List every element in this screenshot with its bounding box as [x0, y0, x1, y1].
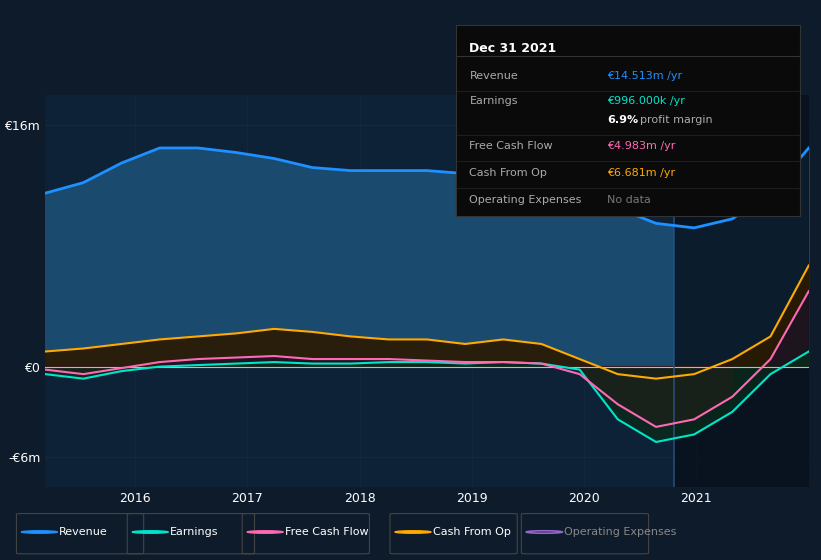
Circle shape: [132, 531, 168, 533]
Text: Revenue: Revenue: [470, 71, 518, 81]
Text: Revenue: Revenue: [59, 527, 108, 537]
Text: Free Cash Flow: Free Cash Flow: [285, 527, 369, 537]
Text: Dec 31 2021: Dec 31 2021: [470, 43, 557, 55]
Circle shape: [21, 531, 57, 533]
Text: Cash From Op: Cash From Op: [433, 527, 511, 537]
Text: €996.000k /yr: €996.000k /yr: [608, 96, 686, 106]
Text: €14.513m /yr: €14.513m /yr: [608, 71, 682, 81]
Text: Operating Expenses: Operating Expenses: [564, 527, 677, 537]
Text: Earnings: Earnings: [470, 96, 518, 106]
Text: Cash From Op: Cash From Op: [470, 168, 548, 178]
Text: Earnings: Earnings: [170, 527, 218, 537]
Text: No data: No data: [608, 195, 651, 204]
Bar: [674, 95, 809, 487]
Text: Operating Expenses: Operating Expenses: [470, 195, 582, 204]
Circle shape: [395, 531, 431, 533]
Circle shape: [247, 531, 283, 533]
Text: 6.9%: 6.9%: [608, 115, 639, 125]
Text: €4.983m /yr: €4.983m /yr: [608, 141, 676, 151]
Text: Free Cash Flow: Free Cash Flow: [470, 141, 553, 151]
Text: €6.681m /yr: €6.681m /yr: [608, 168, 676, 178]
Text: profit margin: profit margin: [640, 115, 713, 125]
